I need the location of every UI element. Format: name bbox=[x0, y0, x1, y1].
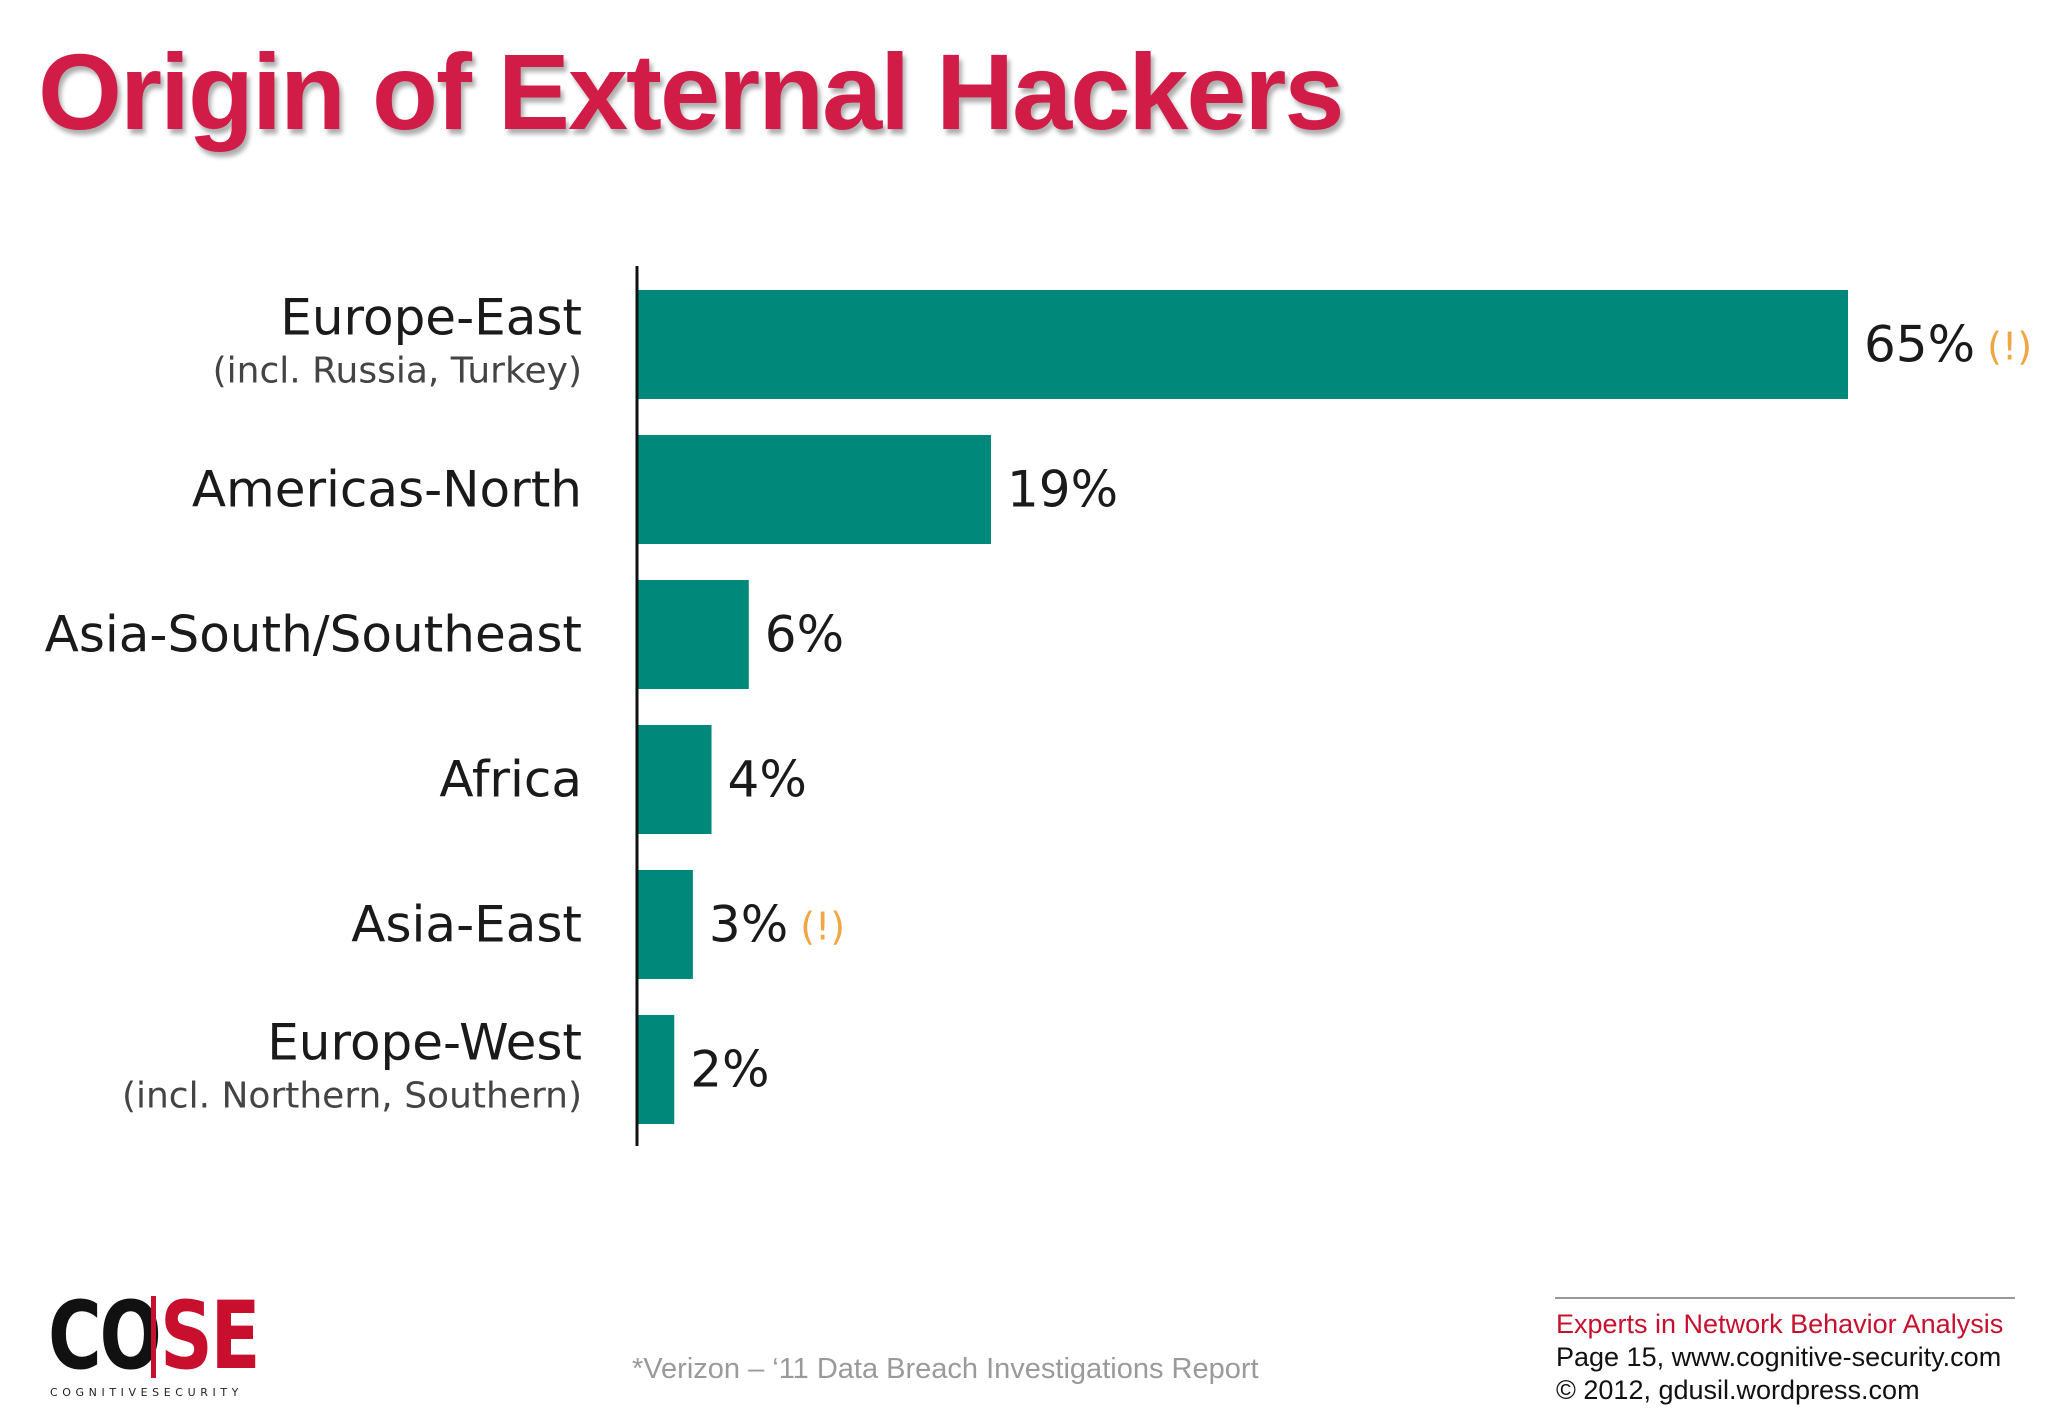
logo-subtitle: COGNITIVESECURITY bbox=[50, 1386, 243, 1399]
footer: Experts in Network Behavior Analysis Pag… bbox=[1556, 1308, 2003, 1407]
note-asia-east: (!) bbox=[800, 905, 845, 949]
value-label-asia-south-southeast: 6% bbox=[765, 606, 844, 664]
bar-africa bbox=[637, 725, 712, 834]
category-label-europe-east: Europe-East bbox=[280, 289, 582, 347]
logo-right-text: SE bbox=[160, 1282, 261, 1391]
bar-asia-east bbox=[637, 870, 693, 979]
category-label-asia-east: Asia-East bbox=[351, 896, 582, 954]
category-sublabel-europe-east: (incl. Russia, Turkey) bbox=[213, 351, 582, 392]
bar-americas-north bbox=[637, 435, 991, 544]
footer-rule bbox=[1555, 1297, 2015, 1299]
bar-asia-south-southeast bbox=[637, 580, 749, 689]
logo-divider bbox=[151, 1296, 156, 1378]
note-europe-east: (!) bbox=[1987, 325, 2032, 369]
value-label-americas-north: 19% bbox=[1007, 461, 1118, 519]
bar-europe-east bbox=[637, 290, 1848, 399]
cose-logo: CO SE COGNITIVESECURITY bbox=[48, 1282, 261, 1402]
category-label-africa: Africa bbox=[439, 751, 582, 809]
value-label-europe-east: 65% bbox=[1864, 316, 1975, 374]
bar-europe-west bbox=[637, 1015, 675, 1124]
value-label-asia-east: 3% bbox=[709, 896, 788, 954]
category-label-asia-south-southeast: Asia-South/Southeast bbox=[45, 606, 582, 664]
footer-page-info: Page 15, www.cognitive-security.com bbox=[1556, 1342, 2002, 1372]
footer-copyright: © 2012, gdusil.wordpress.com bbox=[1556, 1375, 1920, 1405]
footer-tagline: Experts in Network Behavior Analysis bbox=[1556, 1309, 2004, 1339]
value-label-europe-west: 2% bbox=[690, 1041, 769, 1099]
bars-layer bbox=[637, 290, 1848, 1124]
slide-title: Origin of External Hackers bbox=[38, 31, 1344, 152]
source-note: *Verizon – ‘11 Data Breach Investigation… bbox=[632, 1353, 1259, 1385]
category-label-europe-west: Europe-West bbox=[267, 1014, 582, 1072]
category-sublabel-europe-west: (incl. Northern, Southern) bbox=[122, 1076, 582, 1117]
logo-left-text: CO bbox=[48, 1282, 162, 1391]
value-label-africa: 4% bbox=[728, 751, 807, 809]
labels-layer: Europe-East(incl. Russia, Turkey) 65% (!) A… bbox=[45, 289, 2032, 1117]
bar-chart: Europe-East(incl. Russia, Turkey) 65% (!) A… bbox=[45, 266, 2032, 1146]
category-label-americas-north: Americas-North bbox=[192, 461, 582, 519]
